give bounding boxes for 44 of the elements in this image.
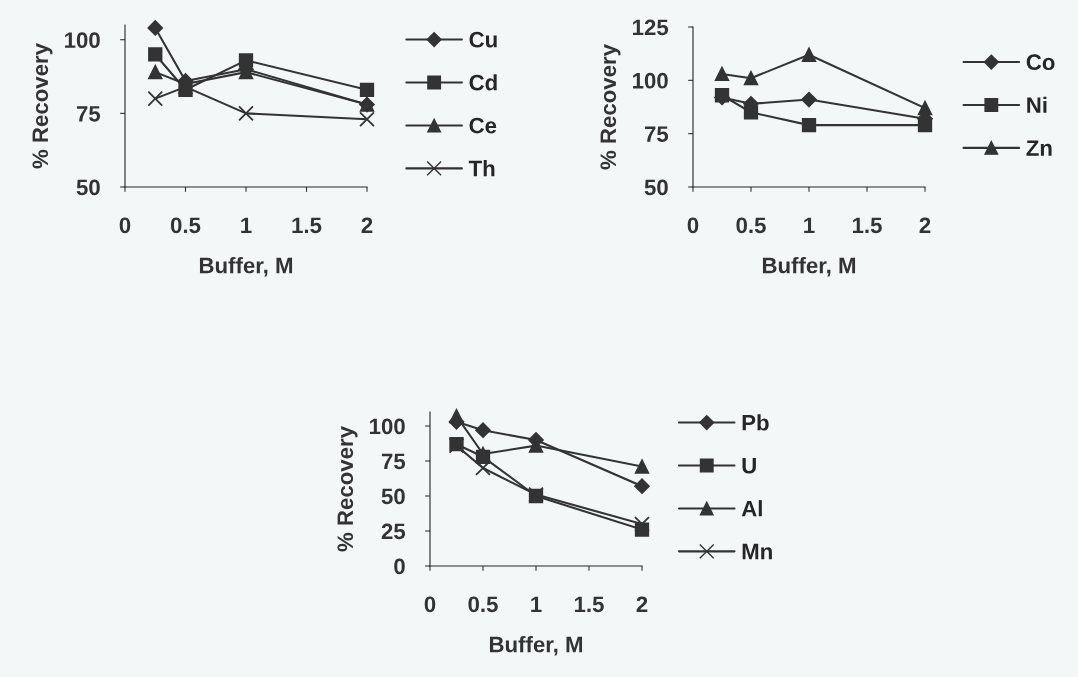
x-tick-label: 1 (804, 217, 815, 233)
x-tick-label: 2 (919, 217, 931, 233)
legend-label: Ni (1027, 96, 1047, 113)
x-tick-label: 1.5 (574, 596, 604, 613)
x-tick-label: 1.5 (292, 217, 322, 234)
legend-label: Cd (469, 74, 497, 91)
x-tick-label: 0 (687, 217, 699, 234)
legend-label: Al (741, 500, 762, 517)
y-tick-label: 125 (633, 19, 669, 36)
x-tick-label: 0 (119, 217, 131, 234)
y-axis-title: % Recovery (600, 44, 621, 170)
legend-label: Mn (742, 543, 772, 560)
y-tick-label: 75 (76, 106, 101, 122)
x-tick-label: 2 (361, 217, 373, 233)
y-tick-label: 100 (65, 32, 100, 48)
legend-label: U (742, 457, 756, 474)
x-tick-label: 0 (424, 596, 436, 613)
x-axis-title: Buffer, M (199, 257, 293, 277)
y-tick-label: 100 (633, 72, 668, 89)
legend-label: Pb (742, 414, 769, 431)
x-axis-title: Buffer, M (489, 636, 583, 656)
legend-label: Ce (469, 117, 497, 134)
x-tick-label: 0.5 (170, 217, 201, 234)
legend-label: Th (468, 160, 495, 177)
y-axis-title: % Recovery (337, 426, 358, 552)
x-tick-label: 1 (531, 596, 542, 612)
x-tick-label: 2 (636, 596, 648, 612)
y-tick-label: 0 (394, 558, 405, 575)
y-tick-label: 50 (381, 488, 405, 505)
y-tick-label: 50 (76, 179, 100, 196)
y-axis-title: % Recovery (32, 43, 53, 169)
x-tick-label: 1 (241, 217, 252, 233)
y-tick-label: 50 (644, 179, 668, 196)
legend-label: Co (1026, 54, 1055, 71)
x-tick-label: 0.5 (736, 217, 766, 234)
x-tick-label: 1.5 (852, 217, 882, 234)
x-axis-title: Buffer, M (762, 257, 856, 277)
legend-label: Zn (1026, 140, 1052, 156)
x-tick-label: 0.5 (468, 596, 498, 613)
legend-label: Cu (469, 31, 497, 48)
y-tick-label: 75 (644, 126, 669, 142)
y-tick-label: 25 (381, 523, 406, 540)
y-tick-label: 75 (381, 453, 406, 470)
y-tick-label: 100 (370, 418, 405, 435)
